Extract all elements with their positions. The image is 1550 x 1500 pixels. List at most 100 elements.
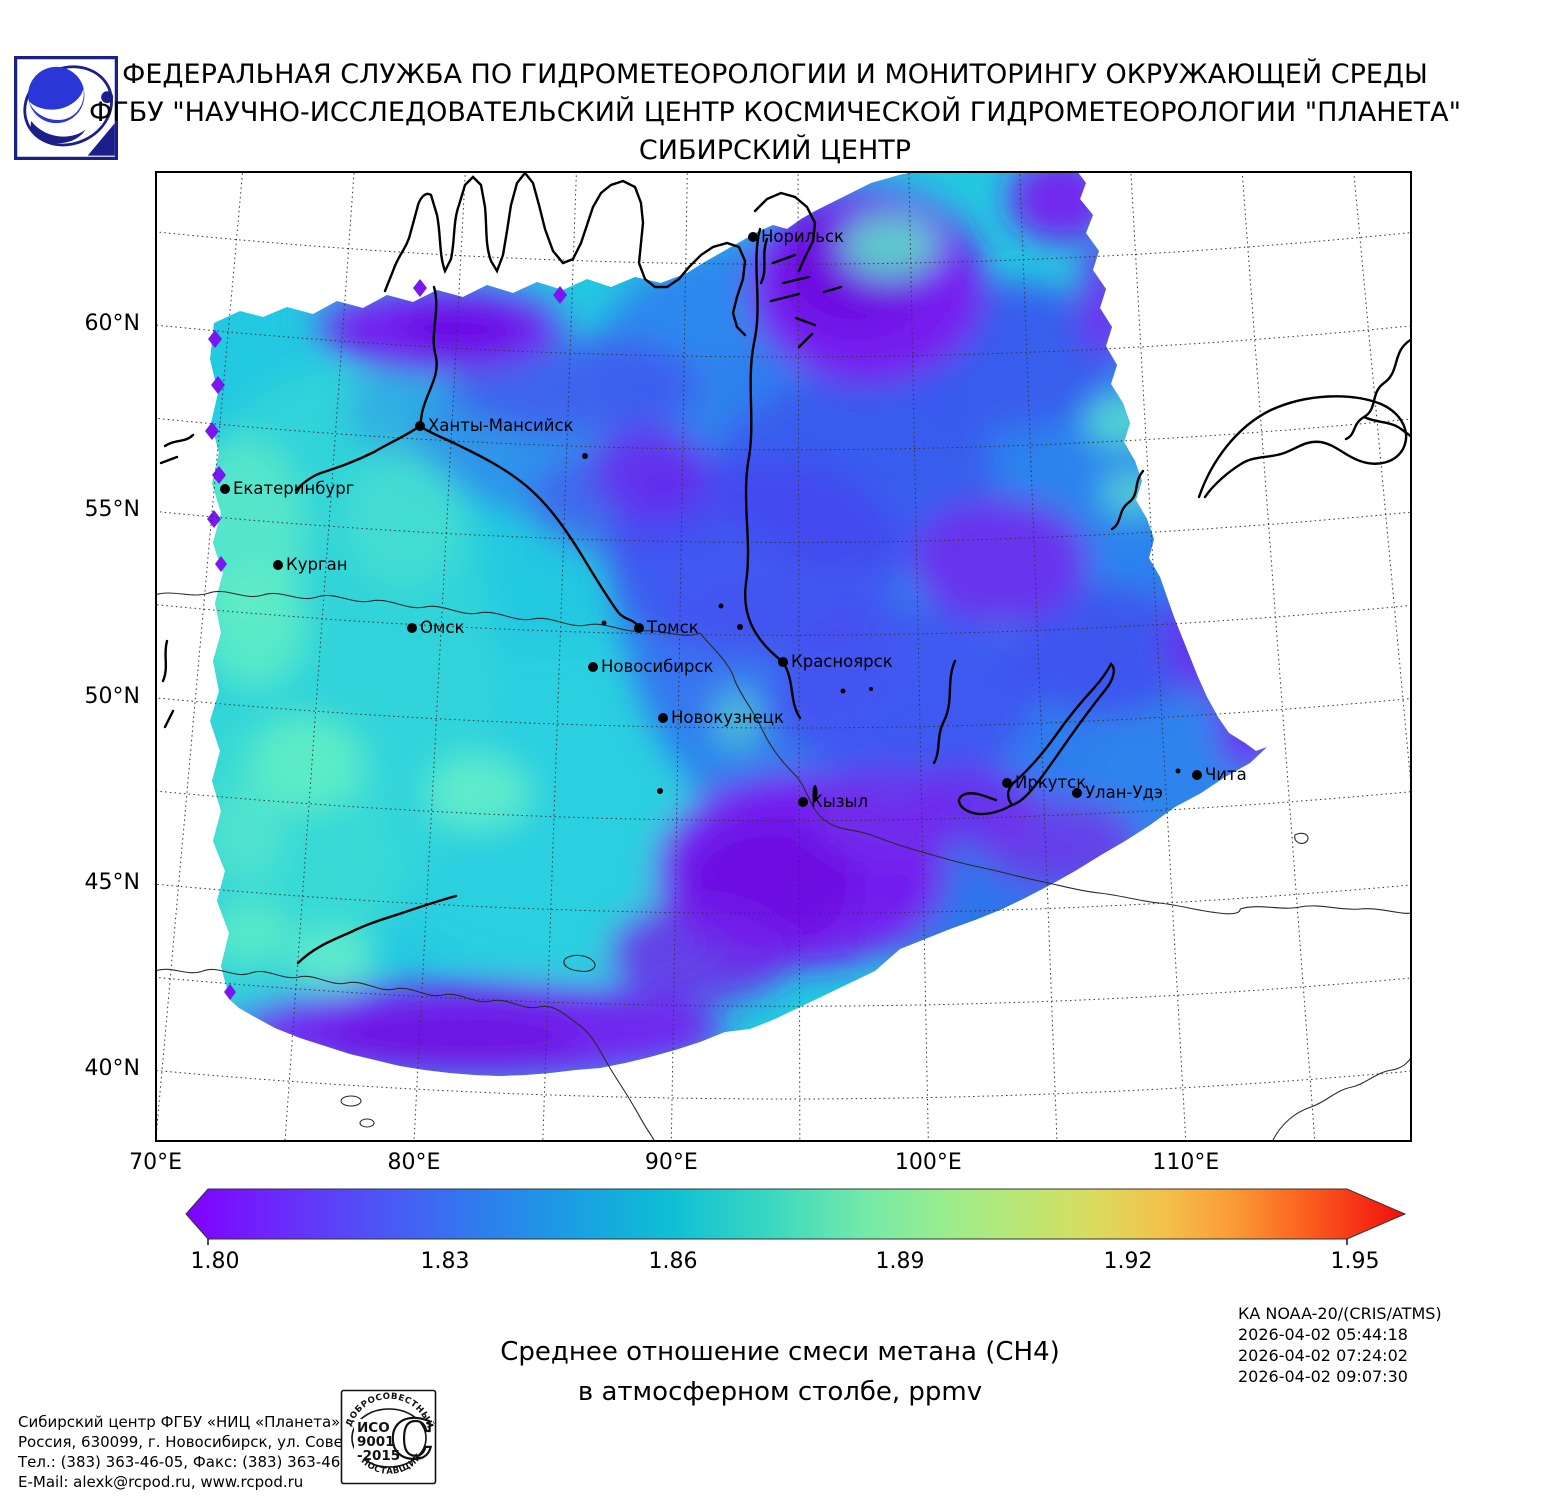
river-tunguska-loop bbox=[1197, 395, 1408, 499]
colorbar-tick-label: 1.86 bbox=[648, 1249, 698, 1274]
city-marker bbox=[415, 421, 425, 431]
y-axis-tick-label: 55°N bbox=[84, 497, 140, 523]
stamp-iso: ИСО bbox=[357, 1420, 390, 1436]
y-axis-tick-label: 45°N bbox=[84, 870, 140, 896]
x-axis-tick-label: 100°E bbox=[894, 1150, 962, 1175]
city-label: Чита bbox=[1205, 765, 1247, 784]
colorbar-gradient-bar bbox=[185, 1188, 1407, 1240]
city-marker bbox=[748, 232, 758, 242]
planeta-logo bbox=[14, 56, 118, 160]
lake-baikal bbox=[957, 662, 1115, 816]
city-label: Курган bbox=[286, 555, 348, 574]
header-line-3: СИБИРСКИЙ ЦЕНТР bbox=[638, 135, 912, 166]
wave-swoosh-icon bbox=[30, 121, 86, 144]
norilsk-streams bbox=[759, 237, 843, 349]
country-borders bbox=[156, 591, 1411, 1141]
city-label: Омск bbox=[420, 618, 465, 637]
field-blob bbox=[608, 901, 792, 1005]
satellite-timestamp: 2026-04-02 09:07:30 bbox=[1238, 1367, 1408, 1386]
graticule bbox=[156, 172, 1411, 1141]
x-axis-tick-label: 80°E bbox=[387, 1150, 441, 1175]
parallel-line bbox=[156, 417, 1411, 451]
field-blob bbox=[210, 785, 285, 881]
city-marker bbox=[273, 560, 283, 570]
methane-map: Норильск Ханты-Мансийск Екатеринбург Курган… bbox=[155, 171, 1412, 1142]
coast-near-norilsk bbox=[753, 191, 817, 273]
colorbar-tick-label: 1.92 bbox=[1103, 1249, 1153, 1274]
field-blob bbox=[592, 425, 708, 517]
x-axis-tick-label: 70°E bbox=[129, 1150, 183, 1175]
caption-line-2: в атмосферном столбе, ppmv bbox=[577, 1377, 983, 1407]
city-label: Красноярск bbox=[791, 652, 893, 671]
map-caption: Среднее отношение смеси метана (CH4) в а… bbox=[330, 1332, 1230, 1412]
river-angara bbox=[932, 659, 957, 765]
satellite-info: КА NOAA-20/(CRIS/ATMS) 2026-04-02 05:44:… bbox=[1238, 1303, 1442, 1387]
y-axis-tick-label: 60°N bbox=[84, 311, 140, 336]
data-swath bbox=[210, 171, 1267, 1076]
x-axis-tick-label: 90°E bbox=[644, 1150, 698, 1175]
field-blob bbox=[328, 1007, 578, 1071]
city-marker bbox=[1072, 788, 1082, 798]
river-ob bbox=[418, 285, 641, 630]
city-label: Иркутск bbox=[1015, 773, 1086, 792]
parallel-line bbox=[156, 790, 1411, 822]
field-blob bbox=[210, 901, 292, 965]
contact-line: E-Mail: alexk@rcpod.ru, www.rcpod.ru bbox=[18, 1473, 304, 1491]
map-frame bbox=[155, 171, 1412, 1142]
header-title-block: ФЕДЕРАЛЬНАЯ СЛУЖБА ПО ГИДРОМЕТЕОРОЛОГИИ … bbox=[0, 56, 1550, 170]
river-mid-right bbox=[1110, 469, 1145, 531]
cities-layer: Норильск Ханты-Мансийск Екатеринбург Курган… bbox=[220, 227, 1247, 811]
parallel-line bbox=[156, 604, 1411, 636]
river-irtysh bbox=[294, 424, 422, 492]
kara-sea-coast bbox=[383, 172, 747, 337]
field-blob bbox=[343, 451, 463, 591]
city-marker bbox=[658, 713, 668, 723]
x-axis-tick-label: 110°E bbox=[1152, 1150, 1220, 1175]
field-blob bbox=[1086, 395, 1154, 447]
city-marker bbox=[220, 484, 230, 494]
earth-band bbox=[29, 88, 84, 120]
y-axis-tick-label: 40°N bbox=[84, 1056, 140, 1082]
stamp-2015: -2015 bbox=[357, 1448, 400, 1464]
west-edge-streams bbox=[159, 433, 195, 729]
city-label: Норильск bbox=[761, 227, 844, 246]
river-right-edge bbox=[1344, 338, 1411, 441]
satellite-timestamp: 2026-04-02 05:44:18 bbox=[1238, 1325, 1408, 1344]
parallel-line bbox=[156, 976, 1411, 1007]
colorbar-tick-label: 1.89 bbox=[875, 1249, 925, 1274]
city-marker bbox=[634, 623, 644, 633]
colorbar-tick-label: 1.83 bbox=[420, 1249, 470, 1274]
field-blob bbox=[1010, 586, 1200, 716]
stamp-ellipse bbox=[351, 1408, 427, 1468]
header-line-2: ФГБУ "НАУЧНО-ИССЛЕДОВАТЕЛЬСКИЙ ЦЕНТР КОС… bbox=[89, 97, 1461, 128]
field-blob bbox=[428, 755, 532, 831]
satellite-timestamp: 2026-04-02 07:24:02 bbox=[1238, 1346, 1408, 1365]
parallel-line bbox=[156, 697, 1411, 729]
field-blob bbox=[400, 303, 520, 355]
colorbar bbox=[185, 1188, 1407, 1245]
city-label: Томск bbox=[646, 618, 699, 637]
city-label: Новосибирск bbox=[601, 657, 714, 676]
city-label: Екатеринбург bbox=[233, 479, 354, 498]
contact-line: Россия, 630099, г. Новосибирск, ул. Сове… bbox=[18, 1433, 416, 1451]
city-marker bbox=[1192, 770, 1202, 780]
field-blob bbox=[775, 606, 1035, 786]
caption-line-1: Среднее отношение смеси метана (CH4) bbox=[500, 1337, 1060, 1367]
colorbar-tick-label: 1.95 bbox=[1330, 1249, 1380, 1274]
colorbar-tick-label: 1.80 bbox=[190, 1249, 240, 1274]
city-marker bbox=[778, 657, 788, 667]
meridian-line bbox=[1241, 172, 1316, 1141]
field-blob bbox=[210, 564, 307, 688]
satellite-platform: КА NOAA-20/(CRIS/ATMS) bbox=[1238, 1304, 1442, 1323]
city-label: Улан-Удэ bbox=[1085, 783, 1163, 802]
contact-block: Сибирский центр ФГБУ «НИЦ «Планета» Росс… bbox=[18, 1412, 416, 1492]
parallel-line bbox=[156, 231, 1411, 265]
iso-stamp: С ИСО 9001 -2015 ДОБРОСОВЕСТНЫЙ ПОСТАВЩИ… bbox=[340, 1389, 437, 1485]
field-blob bbox=[982, 799, 1138, 887]
stamp-letter-c: С bbox=[391, 1407, 434, 1471]
small-lakes bbox=[582, 453, 1181, 801]
city-marker bbox=[407, 623, 417, 633]
city-label: Кызыл bbox=[811, 792, 868, 811]
river-irtysh-south bbox=[296, 894, 458, 965]
